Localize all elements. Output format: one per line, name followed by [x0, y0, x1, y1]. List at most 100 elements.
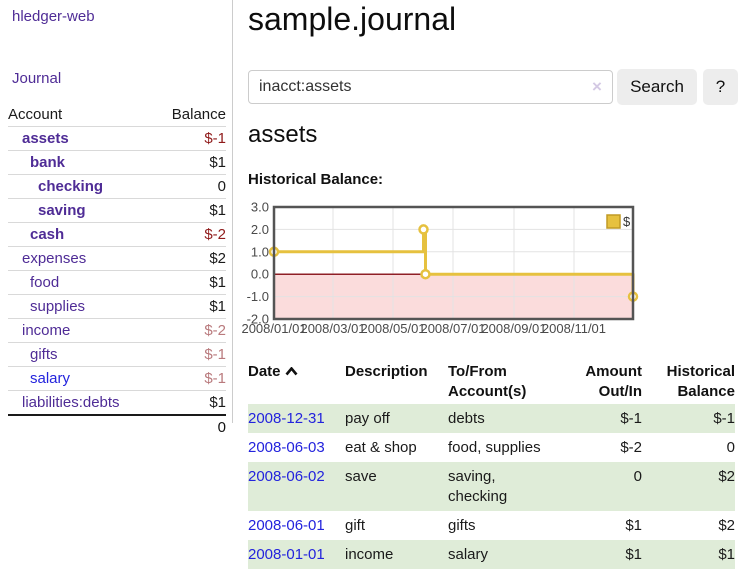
account-row: salary $-1: [8, 367, 226, 391]
register-col-description: Description: [345, 362, 448, 404]
transaction-date-link[interactable]: 2008-06-01: [248, 517, 325, 534]
x-axis-tick-label: 2008/03/01: [300, 321, 365, 336]
account-cell: liabilities:debts: [8, 391, 155, 416]
transaction-date-cell: 2008-06-03: [248, 433, 345, 462]
transaction-accounts: salary: [448, 540, 548, 569]
transaction-date-cell: 2008-06-01: [248, 511, 345, 540]
account-row: assets$-1: [8, 127, 226, 151]
account-balance: $1: [155, 271, 226, 295]
account-balance: $1: [155, 151, 226, 175]
accounts-header-row: Account Balance: [8, 103, 226, 127]
transaction-amount: 0: [548, 462, 642, 511]
y-axis-tick-label: 0.0: [251, 267, 269, 282]
sidebar-account-liabilities-debts[interactable]: liabilities:debts: [22, 394, 120, 411]
account-title: assets: [248, 118, 317, 152]
transaction-balance: $2: [642, 511, 735, 540]
transaction-amount: $1: [548, 540, 642, 569]
legend-label: $: [623, 214, 631, 229]
x-axis-tick-label: 2008/01/01: [241, 321, 306, 336]
account-row: bank $1: [8, 151, 226, 175]
accounts-col-balance: Balance: [155, 103, 226, 127]
transaction-row: 2008-01-01incomesalary$1$1: [248, 540, 735, 569]
sidebar-account-checking[interactable]: checking: [38, 178, 103, 195]
sidebar-account-salary[interactable]: salary: [30, 370, 70, 387]
account-row: cash $-2: [8, 223, 226, 247]
transaction-date-link[interactable]: 2008-06-02: [248, 468, 325, 485]
register-col-date[interactable]: Date: [248, 362, 345, 404]
data-point-marker: [421, 270, 429, 278]
account-cell: saving: [8, 199, 155, 223]
transaction-date-link[interactable]: 2008-06-03: [248, 439, 325, 456]
account-balance: $-1: [155, 367, 226, 391]
x-axis-tick-label: 2008/05/01: [360, 321, 425, 336]
sidebar-account-cash[interactable]: cash: [30, 226, 64, 243]
brand-link[interactable]: hledger-web: [12, 8, 95, 25]
account-cell: salary: [8, 367, 155, 391]
sidebar-account-food[interactable]: food: [30, 274, 59, 291]
chart-section-label: Historical Balance:: [248, 170, 383, 190]
account-cell: cash: [8, 223, 155, 247]
transaction-balance: $-1: [642, 404, 735, 433]
search-input[interactable]: [248, 70, 613, 104]
transaction-row: 2008-06-01giftgifts$1$2: [248, 511, 735, 540]
transaction-amount: $-1: [548, 404, 642, 433]
sidebar-divider: [232, 0, 233, 423]
sidebar-account-saving[interactable]: saving: [38, 202, 86, 219]
transaction-amount: $1: [548, 511, 642, 540]
account-row: expenses $2: [8, 247, 226, 271]
sidebar-account-assets[interactable]: assets: [22, 130, 69, 147]
transaction-accounts: gifts: [448, 511, 548, 540]
sidebar-account-income[interactable]: income: [22, 322, 70, 339]
sidebar-account-expenses[interactable]: expenses: [22, 250, 86, 267]
account-row: supplies $1: [8, 295, 226, 319]
account-cell: food: [8, 271, 155, 295]
help-button[interactable]: ?: [703, 69, 738, 105]
accounts-table: Account Balance assets$-1bank$1checking0…: [8, 103, 226, 439]
x-axis-tick-label: 2008/07/01: [420, 321, 485, 336]
account-row: liabilities:debts $1: [8, 391, 226, 416]
account-cell: bank: [8, 151, 155, 175]
register-rows: 2008-12-31pay offdebts$-1$-1 2008-06-03 ea…: [248, 404, 735, 569]
register-col-date-label: Date: [248, 363, 281, 380]
page-title: sample.journal: [248, 0, 456, 38]
accounts-col-account: Account: [8, 103, 155, 127]
historical-balance-chart: $3.02.01.00.0-1.0-2.02008/01/012008/03/0…: [248, 200, 668, 340]
transaction-balance: $1: [642, 540, 735, 569]
account-balance: $1: [155, 295, 226, 319]
sidebar-account-supplies[interactable]: supplies: [30, 298, 85, 315]
transaction-accounts: food, supplies: [448, 433, 548, 462]
account-cell: checking: [8, 175, 155, 199]
account-balance: $1: [155, 391, 226, 416]
transaction-date-cell: 2008-12-31: [248, 404, 345, 433]
account-balance: $2: [155, 247, 226, 271]
transaction-date-link[interactable]: 2008-01-01: [248, 546, 325, 563]
register-header-row: Date Description To/From Account(s) Amou…: [248, 362, 735, 404]
y-axis-tick-label: 2.0: [251, 222, 269, 237]
accounts-total-row: 0: [8, 415, 226, 439]
account-row: gifts $-1: [8, 343, 226, 367]
transaction-row: 2008-06-02savesaving, checking0$2: [248, 462, 735, 511]
data-point-marker: [420, 225, 428, 233]
sidebar-account-gifts[interactable]: gifts: [30, 346, 58, 363]
transaction-row: 2008-12-31pay offdebts$-1$-1: [248, 404, 735, 433]
transaction-date-link[interactable]: 2008-12-31: [248, 410, 325, 427]
register-col-balance: Historical Balance: [642, 362, 735, 404]
sidebar-account-bank[interactable]: bank: [30, 154, 65, 171]
account-balance: $-2: [155, 223, 226, 247]
main-content: sample.journal × Search ? assets Histori…: [248, 0, 742, 582]
account-balance: $-1: [155, 343, 226, 367]
register-col-amount: Amount Out/In: [548, 362, 642, 404]
account-cell: gifts: [8, 343, 155, 367]
transaction-description: eat & shop: [345, 433, 448, 462]
account-balance: 0: [155, 175, 226, 199]
accounts-rows: assets$-1bank$1checking0saving$1cash$-2e…: [8, 127, 226, 416]
clear-search-icon[interactable]: ×: [592, 77, 602, 97]
x-axis-tick-label: 2008/11/01: [542, 321, 606, 336]
legend-swatch: [607, 215, 620, 228]
account-row: income$-2: [8, 319, 226, 343]
transaction-accounts: saving, checking: [448, 462, 548, 511]
accounts-total-balance: 0: [155, 415, 226, 439]
hledger-web-app: hledger-web Journal Account Balance asse…: [0, 0, 742, 582]
search-button[interactable]: Search: [617, 69, 697, 105]
sidebar-item-journal[interactable]: Journal: [12, 70, 61, 87]
